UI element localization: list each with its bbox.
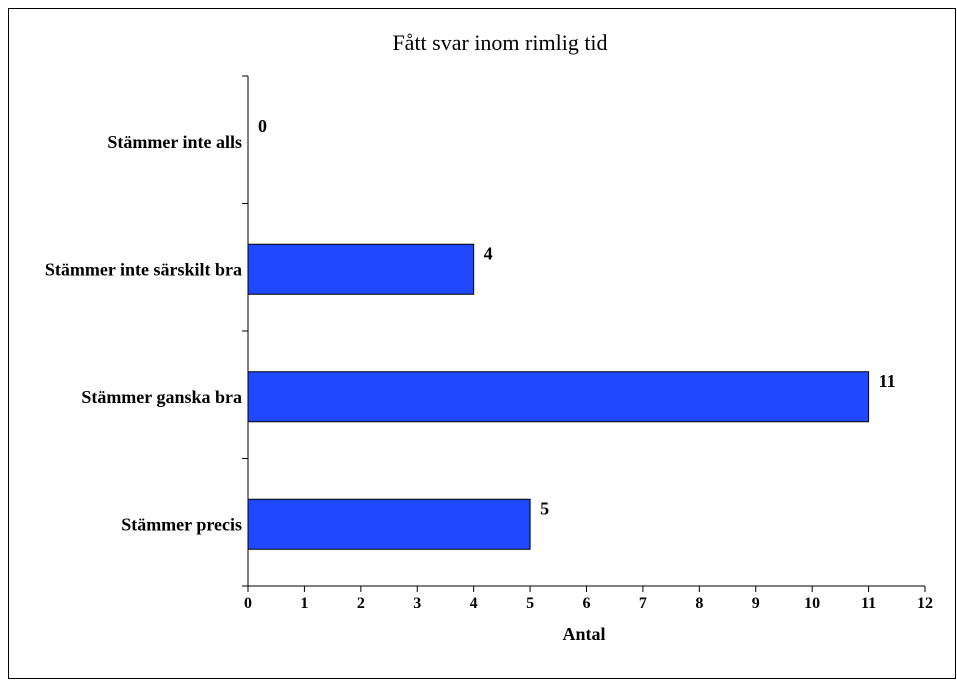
x-tick-label: 10 bbox=[804, 595, 820, 612]
x-tick-label: 12 bbox=[917, 595, 933, 612]
chart-title: Fått svar inom rimlig tid bbox=[392, 30, 607, 55]
x-tick-label: 9 bbox=[752, 595, 760, 612]
data-label: 0 bbox=[258, 116, 267, 136]
data-label: 4 bbox=[484, 243, 493, 263]
x-tick-label: 2 bbox=[357, 595, 365, 612]
x-axis-title: Antal bbox=[562, 624, 605, 644]
category-label: Stämmer precis bbox=[121, 514, 242, 534]
bar-2 bbox=[247, 243, 475, 295]
category-label: Stämmer inte särskilt bra bbox=[45, 259, 242, 279]
x-tick-label: 11 bbox=[861, 595, 876, 612]
bars-layer bbox=[247, 243, 870, 550]
x-tick-label: 6 bbox=[583, 595, 591, 612]
labels-layer: Stämmer inte alls 0 Stämmer inte särskilt … bbox=[45, 116, 933, 612]
x-tick-label: 4 bbox=[470, 595, 478, 612]
chart-frame bbox=[8, 8, 956, 679]
x-tick-label: 7 bbox=[639, 595, 647, 612]
bar-4 bbox=[247, 498, 531, 550]
x-tick-label: 3 bbox=[413, 595, 421, 612]
data-label: 11 bbox=[879, 371, 896, 391]
x-tick-label: 1 bbox=[300, 595, 308, 612]
x-tick-label: 0 bbox=[244, 595, 252, 612]
category-label: Stämmer ganska bra bbox=[81, 387, 242, 407]
axes-layer bbox=[242, 75, 926, 592]
x-tick-label: 5 bbox=[526, 595, 534, 612]
data-label: 5 bbox=[540, 498, 549, 518]
x-tick-label: 8 bbox=[695, 595, 703, 612]
category-label: Stämmer inte alls bbox=[107, 132, 242, 152]
bar-3 bbox=[247, 371, 870, 423]
